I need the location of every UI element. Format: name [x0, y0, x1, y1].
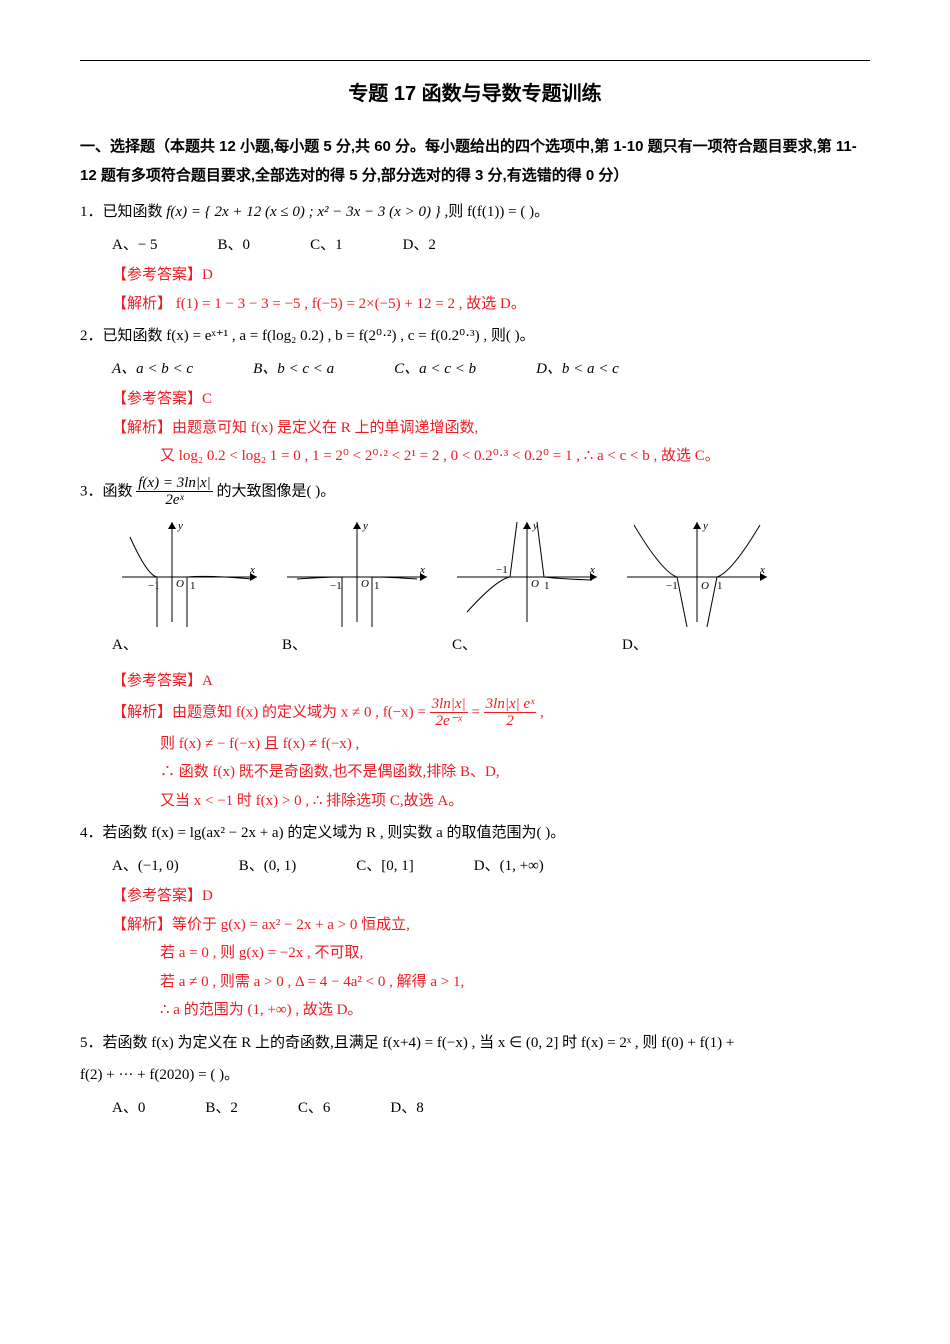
q1-stem-func: f(x) = { 2x + 12 (x ≤ 0) ; x² − 3x − 3 (… — [166, 204, 440, 220]
q3-graph-row: O −1 1 y x A、 O −1 1 y x B、 — [80, 517, 870, 660]
svg-text:1: 1 — [190, 580, 196, 592]
q3-explanation-2: 则 f(x) ≠ − f(−x) 且 f(x) ≠ f(−x) , — [80, 730, 870, 759]
q3-answer: 【参考答案】A — [80, 667, 870, 696]
svg-text:x: x — [249, 564, 255, 576]
q1-opt-a: A、− 5 — [112, 231, 158, 260]
q1-options: A、− 5 B、0 C、1 D、2 — [80, 231, 870, 260]
q4-answer: 【参考答案】D — [80, 882, 870, 911]
svg-text:1: 1 — [717, 580, 723, 592]
q4-opt-c: C、[0, 1] — [356, 852, 414, 881]
q1-stem-pre: 1．已知函数 — [80, 204, 166, 220]
q2-opt-a: A、a < b < c — [112, 355, 193, 384]
q3-stem-pre: 3．函数 — [80, 483, 136, 499]
svg-text:O: O — [176, 578, 184, 590]
q5-options: A、0 B、2 C、6 D、8 — [80, 1094, 870, 1123]
section-header: 一、选择题（本题共 12 小题,每小题 5 分,共 60 分。每小题给出的四个选… — [80, 133, 870, 190]
q3-graph-d: O −1 1 y x — [622, 517, 772, 627]
svg-text:y: y — [702, 520, 708, 532]
q3-expl-frac2: 3ln|x| eˣ2 — [484, 696, 537, 730]
q3-expl1-pre: 【解析】由题意知 f(x) 的定义域为 x ≠ 0 , f(−x) = — [112, 704, 430, 720]
q3-label-d: D、 — [622, 631, 648, 660]
q1-opt-d: D、2 — [403, 231, 436, 260]
q2-opt-c: C、a < c < b — [394, 355, 476, 384]
svg-text:1: 1 — [544, 580, 550, 592]
q3-stem-post: 的大致图像是( )。 — [217, 483, 336, 499]
q4-explanation-2: 若 a = 0 , 则 g(x) = −2x , 不可取, — [80, 939, 870, 968]
svg-text:y: y — [177, 520, 183, 532]
page-title: 专题 17 函数与导数专题训练 — [80, 75, 870, 113]
q3-expl-frac1: 3ln|x|2e⁻ˣ — [430, 696, 468, 730]
q4-explanation-3: 若 a ≠ 0 , 则需 a > 0 , Δ = 4 − 4a² < 0 , 解… — [80, 968, 870, 997]
q1-explanation: 【解析】 f(1) = 1 − 3 − 3 = −5 , f(−5) = 2×(… — [80, 290, 870, 319]
q3-expl1-post: , — [540, 704, 544, 720]
q2-explanation-1: 【解析】由题意可知 f(x) 是定义在 R 上的单调递增函数, — [80, 414, 870, 443]
q3-explanation-3: ∴ 函数 f(x) 既不是奇函数,也不是偶函数,排除 B、D, — [80, 758, 870, 787]
q1-stem-post: ,则 f(f(1)) = ( )。 — [444, 204, 549, 220]
q4-explanation-1: 【解析】等价于 g(x) = ax² − 2x + a > 0 恒成立, — [80, 911, 870, 940]
q2-opt-d: D、b < a < c — [536, 355, 619, 384]
q3-graph-b: O −1 1 y x — [282, 517, 432, 627]
svg-text:x: x — [419, 564, 425, 576]
q4-options: A、(−1, 0) B、(0, 1) C、[0, 1] D、(1, +∞) — [80, 852, 870, 881]
q3-graph-d-cell: O −1 1 y x D、 — [622, 517, 772, 660]
q2-answer: 【参考答案】C — [80, 385, 870, 414]
q4-opt-b: B、(0, 1) — [239, 852, 297, 881]
q3-label-a: A、 — [112, 631, 138, 660]
q1-opt-c: C、1 — [310, 231, 343, 260]
q1-answer: 【参考答案】D — [80, 261, 870, 290]
q3-stem: 3．函数 f(x) = 3ln|x|2eˣ 的大致图像是( )。 — [80, 475, 870, 509]
svg-text:y: y — [362, 520, 368, 532]
q3-graph-c: O −1 1 y x — [452, 517, 602, 627]
svg-text:1: 1 — [374, 580, 380, 592]
q3-graph-b-cell: O −1 1 y x B、 — [282, 517, 432, 660]
q1-stem: 1．已知函数 f(x) = { 2x + 12 (x ≤ 0) ; x² − 3… — [80, 198, 870, 227]
q1-opt-b: B、0 — [218, 231, 251, 260]
q3-label-b: B、 — [282, 631, 307, 660]
svg-text:x: x — [759, 564, 765, 576]
svg-text:−1: −1 — [330, 580, 342, 592]
q5-stem-1: 5．若函数 f(x) 为定义在 R 上的奇函数,且满足 f(x+4) = f(−… — [80, 1029, 870, 1058]
svg-text:O: O — [531, 578, 539, 590]
q2-stem: 2．已知函数 f(x) = eˣ⁺¹ , a = f(log₂ 0.2) , b… — [80, 322, 870, 351]
q5-opt-a: A、0 — [112, 1094, 145, 1123]
q5-opt-b: B、2 — [205, 1094, 238, 1123]
top-rule — [80, 60, 870, 61]
q4-opt-d: D、(1, +∞) — [474, 852, 544, 881]
q4-explanation-4: ∴ a 的范围为 (1, +∞) , 故选 D。 — [80, 996, 870, 1025]
q3-eq: = — [471, 704, 483, 720]
q3-frac: f(x) = 3ln|x|2eˣ — [136, 475, 213, 509]
q3-graph-c-cell: O −1 1 y x C、 — [452, 517, 602, 660]
svg-text:x: x — [589, 564, 595, 576]
q3-graph-a: O −1 1 y x — [112, 517, 262, 627]
svg-text:−1: −1 — [666, 580, 678, 592]
q5-stem-2: f(2) + ··· + f(2020) = ( )。 — [80, 1061, 870, 1090]
svg-text:−1: −1 — [496, 564, 508, 576]
q3-explanation-4: 又当 x < −1 时 f(x) > 0 , ∴ 排除选项 C,故选 A。 — [80, 787, 870, 816]
svg-text:O: O — [701, 580, 709, 592]
q4-opt-a: A、(−1, 0) — [112, 852, 179, 881]
q2-opt-b: B、b < c < a — [253, 355, 334, 384]
q5-opt-c: C、6 — [298, 1094, 331, 1123]
q5-opt-d: D、8 — [390, 1094, 423, 1123]
svg-text:O: O — [361, 578, 369, 590]
q2-explanation-2: 又 log₂ 0.2 < log₂ 1 = 0 , 1 = 2⁰ < 2⁰·² … — [80, 442, 870, 471]
q3-graph-a-cell: O −1 1 y x A、 — [112, 517, 262, 660]
q3-explanation-1: 【解析】由题意知 f(x) 的定义域为 x ≠ 0 , f(−x) = 3ln|… — [80, 696, 870, 730]
q4-stem: 4．若函数 f(x) = lg(ax² − 2x + a) 的定义域为 R , … — [80, 819, 870, 848]
q2-options: A、a < b < c B、b < c < a C、a < c < b D、b … — [80, 355, 870, 384]
svg-text:−1: −1 — [148, 580, 160, 592]
q3-label-c: C、 — [452, 631, 477, 660]
